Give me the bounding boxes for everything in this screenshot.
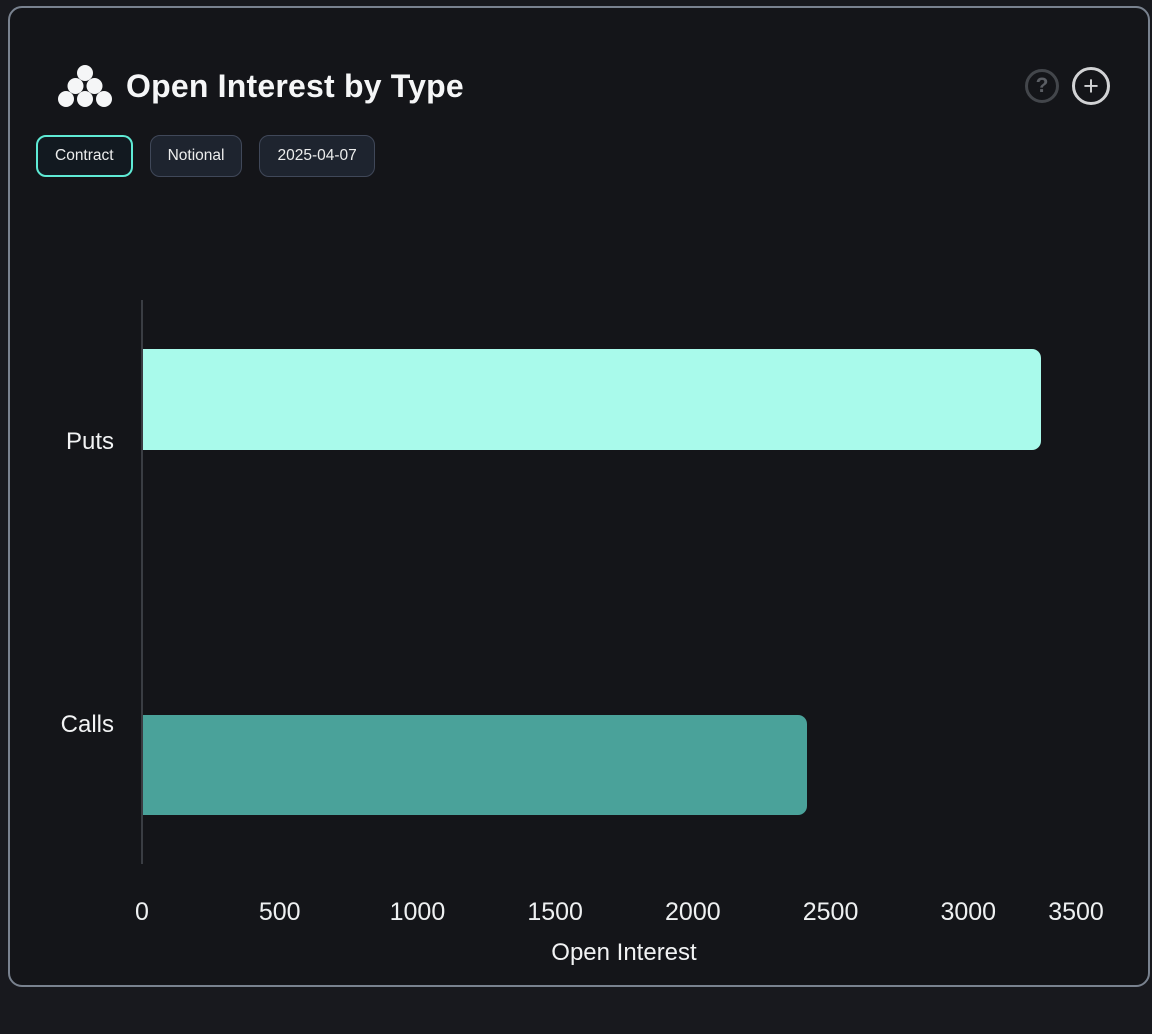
dots-pyramid-icon (58, 65, 112, 107)
contract-toggle-button[interactable]: Contract (36, 135, 133, 177)
y-category-label-calls: Calls (60, 711, 114, 738)
plus-icon: + (1083, 70, 1099, 101)
x-tick-label: 1000 (389, 898, 446, 926)
toolbar: Contract Notional 2025-04-07 (10, 108, 1148, 177)
chart-bar-puts (143, 349, 1041, 450)
card-header: Open Interest by Type ? + (10, 8, 1148, 108)
notional-toggle-button[interactable]: Notional (149, 135, 243, 177)
x-tick-label: 500 (258, 898, 301, 926)
expiry-date-button[interactable]: 2025-04-07 (259, 135, 375, 177)
x-tick-label: 3500 (1048, 898, 1104, 926)
question-icon: ? (1035, 74, 1049, 97)
chart-card: Open Interest by Type ? + Contract Notio… (8, 6, 1150, 987)
x-tick-label: 0 (135, 898, 149, 926)
help-button[interactable]: ? (1025, 69, 1059, 103)
y-category-label-puts: Puts (65, 428, 114, 455)
x-tick-label: 3000 (940, 898, 997, 926)
chart-bar-calls (143, 715, 807, 815)
page-title: Open Interest by Type (126, 67, 464, 104)
x-tick-label: 2500 (802, 898, 859, 926)
x-tick-label: 1500 (527, 898, 583, 926)
x-axis-title: Open Interest (551, 939, 697, 966)
x-tick-label: 2000 (665, 898, 721, 926)
y-axis-line (141, 300, 143, 864)
add-button[interactable]: + (1072, 67, 1110, 105)
